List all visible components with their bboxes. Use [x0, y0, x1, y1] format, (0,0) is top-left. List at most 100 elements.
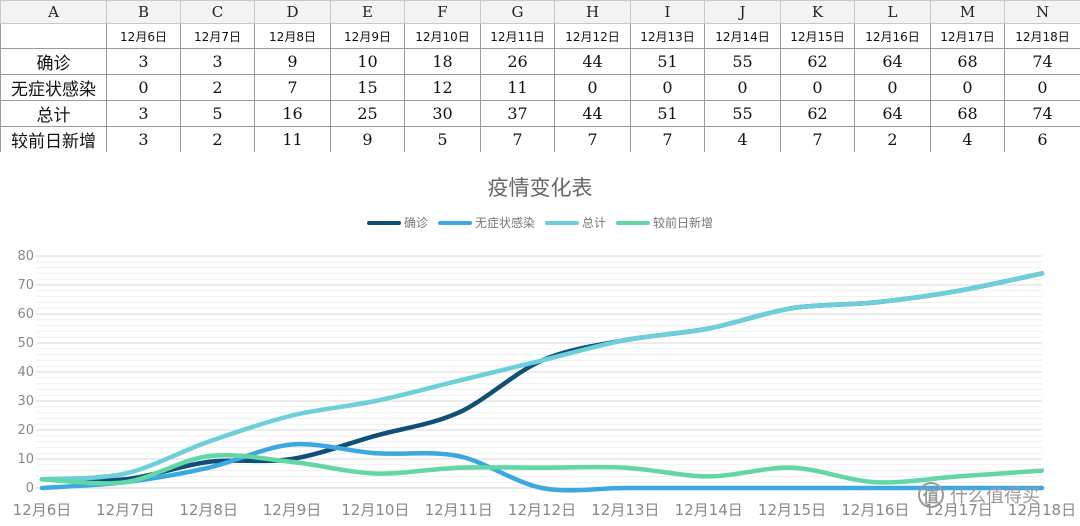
value-cell[interactable]: 3: [106, 100, 181, 127]
value-cell[interactable]: 74: [1004, 100, 1080, 127]
date-row: 12月6日 12月7日 12月8日 12月9日 12月10日 12月11日 12月12日 12…: [0, 23, 1080, 49]
date-cell[interactable]: 12月7日: [180, 23, 255, 49]
value-cell[interactable]: 2: [180, 126, 255, 153]
value-cell[interactable]: 7: [554, 126, 631, 153]
date-cell[interactable]: 12月12日: [554, 23, 631, 49]
date-cell[interactable]: 12月6日: [106, 23, 181, 49]
chart-area[interactable]: 0 10 20 30 40 50 60 70 80 12月6日 12月7日 12月8日 12月9日 12月…: [0, 152, 1080, 526]
value-cell[interactable]: 15: [330, 74, 405, 101]
value-cell[interactable]: 12: [404, 74, 481, 101]
value-cell[interactable]: 55: [704, 100, 781, 127]
column-header[interactable]: B: [106, 0, 181, 24]
row-label-cell[interactable]: 无症状感染: [0, 74, 107, 101]
value-cell[interactable]: 4: [704, 126, 781, 153]
value-cell[interactable]: 0: [780, 74, 855, 101]
row-label-cell[interactable]: 确诊: [0, 48, 107, 75]
value-cell[interactable]: 62: [780, 100, 855, 127]
column-header[interactable]: J: [704, 0, 781, 24]
date-cell[interactable]: 12月15日: [780, 23, 855, 49]
value-cell[interactable]: 6: [1004, 126, 1080, 153]
value-cell[interactable]: 0: [106, 74, 181, 101]
column-header[interactable]: K: [780, 0, 855, 24]
column-header[interactable]: F: [404, 0, 481, 24]
date-cell[interactable]: 12月16日: [854, 23, 931, 49]
date-cell[interactable]: 12月14日: [704, 23, 781, 49]
value-cell[interactable]: 7: [780, 126, 855, 153]
date-cell[interactable]: 12月17日: [930, 23, 1005, 49]
value-cell[interactable]: 44: [554, 100, 631, 127]
column-header[interactable]: M: [930, 0, 1005, 24]
value-cell[interactable]: 0: [930, 74, 1005, 101]
series-line-2[interactable]: [39, 271, 1045, 482]
legend-item[interactable]: 无症状感染: [437, 214, 535, 231]
value-cell[interactable]: 25: [330, 100, 405, 127]
value-cell[interactable]: 68: [930, 48, 1005, 75]
value-cell[interactable]: 9: [254, 48, 331, 75]
value-cell[interactable]: 64: [854, 48, 931, 75]
value-cell[interactable]: 10: [330, 48, 405, 75]
value-cell[interactable]: 74: [1004, 48, 1080, 75]
value-cell[interactable]: 0: [854, 74, 931, 101]
value-cell[interactable]: 3: [180, 48, 255, 75]
legend-swatch: [545, 220, 579, 225]
legend-label: 总计: [582, 216, 607, 230]
value-cell[interactable]: 5: [180, 100, 255, 127]
value-cell[interactable]: 3: [106, 48, 181, 75]
column-header[interactable]: I: [630, 0, 705, 24]
value-cell[interactable]: 2: [854, 126, 931, 153]
value-cell[interactable]: 11: [480, 74, 555, 101]
value-cell[interactable]: 68: [930, 100, 1005, 127]
column-header[interactable]: C: [180, 0, 255, 24]
value-cell[interactable]: 5: [404, 126, 481, 153]
value-cell[interactable]: 18: [404, 48, 481, 75]
cell[interactable]: [0, 23, 107, 49]
value-cell[interactable]: 3: [106, 126, 181, 153]
row-label-cell[interactable]: 较前日新增: [0, 126, 107, 153]
value-cell[interactable]: 0: [554, 74, 631, 101]
date-cell[interactable]: 12月13日: [630, 23, 705, 49]
value-cell[interactable]: 30: [404, 100, 481, 127]
table-row: 确诊 3 3 9 10 18 26 44 51 55 62 64 68 74: [0, 48, 1080, 75]
value-cell[interactable]: 2: [180, 74, 255, 101]
date-cell[interactable]: 12月11日: [480, 23, 555, 49]
legend-item[interactable]: 总计: [545, 214, 606, 231]
date-cell[interactable]: 12月18日: [1004, 23, 1080, 49]
date-cell[interactable]: 12月8日: [254, 23, 331, 49]
y-tick-label: 80: [17, 249, 34, 264]
column-header[interactable]: L: [854, 0, 931, 24]
value-cell[interactable]: 64: [854, 100, 931, 127]
column-header[interactable]: H: [554, 0, 631, 24]
value-cell[interactable]: 0: [704, 74, 781, 101]
value-cell[interactable]: 7: [630, 126, 705, 153]
column-header[interactable]: E: [330, 0, 405, 24]
value-cell[interactable]: 16: [254, 100, 331, 127]
value-cell[interactable]: 0: [1004, 74, 1080, 101]
row-label-cell[interactable]: 总计: [0, 100, 107, 127]
value-cell[interactable]: 11: [254, 126, 331, 153]
series-line-3[interactable]: [39, 452, 1045, 486]
x-tick-label: 12月11日: [425, 501, 493, 519]
spreadsheet-table: A B C D E F G H I J K L M N 12月6日 12月7日 12月8日 12月9日 12月10日…: [0, 0, 1080, 153]
value-cell[interactable]: 26: [480, 48, 555, 75]
value-cell[interactable]: 0: [630, 74, 705, 101]
value-cell[interactable]: 62: [780, 48, 855, 75]
series-line-1[interactable]: [39, 441, 1045, 493]
value-cell[interactable]: 9: [330, 126, 405, 153]
value-cell[interactable]: 7: [254, 74, 331, 101]
date-cell[interactable]: 12月9日: [330, 23, 405, 49]
value-cell[interactable]: 7: [480, 126, 555, 153]
value-cell[interactable]: 37: [480, 100, 555, 127]
value-cell[interactable]: 51: [630, 100, 705, 127]
date-cell[interactable]: 12月10日: [404, 23, 481, 49]
column-header[interactable]: D: [254, 0, 331, 24]
value-cell[interactable]: 51: [630, 48, 705, 75]
value-cell[interactable]: 4: [930, 126, 1005, 153]
value-cell[interactable]: 44: [554, 48, 631, 75]
legend-item[interactable]: 确诊: [366, 214, 428, 231]
column-header[interactable]: A: [0, 0, 107, 24]
line-chart[interactable]: 0 10 20 30 40 50 60 70 80 12月6日 12月7日 12月8日 12月9日 12月…: [0, 152, 1080, 526]
column-header[interactable]: N: [1004, 0, 1080, 24]
column-header[interactable]: G: [480, 0, 555, 24]
legend-item[interactable]: 较前日新增: [616, 214, 713, 231]
value-cell[interactable]: 55: [704, 48, 781, 75]
